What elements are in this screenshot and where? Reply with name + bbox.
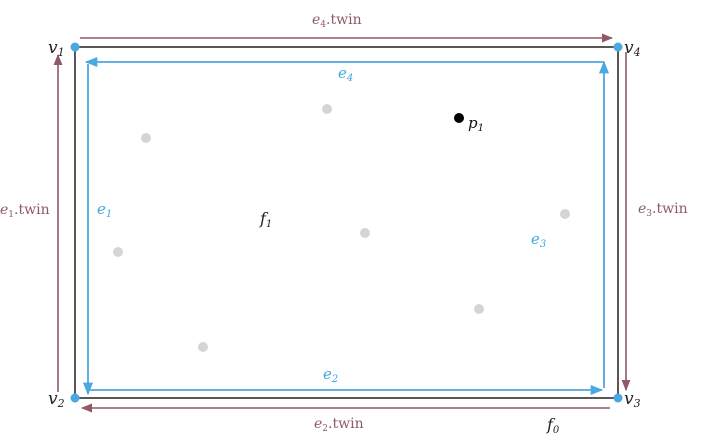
- half-edge-label-e1: e1: [97, 200, 112, 220]
- twin-edge-label-e2: e2.twin: [314, 416, 364, 434]
- vertex-v2: [70, 393, 80, 403]
- site-point: [322, 104, 332, 114]
- site-point: [113, 247, 123, 257]
- query-point-label: p1: [468, 114, 484, 134]
- vertex-label-v1: v1: [48, 38, 65, 59]
- half-edge-label-e4: e4: [338, 64, 353, 84]
- site-point: [141, 133, 151, 143]
- vertex-label-v3: v3: [624, 389, 641, 410]
- vertex-label-v4: v4: [624, 38, 641, 59]
- face-label-f0: f0: [546, 415, 560, 436]
- face-label-f1: f1: [259, 209, 272, 230]
- face-boundary: [74, 46, 619, 399]
- site-point: [560, 209, 570, 219]
- vertex-v4: [613, 42, 623, 52]
- site-point: [360, 228, 370, 238]
- site-point: [198, 342, 208, 352]
- query-point: [454, 113, 464, 123]
- site-point: [474, 304, 484, 314]
- twin-edge-label-e3: e3.twin: [638, 201, 688, 219]
- vertex-v1: [70, 42, 80, 52]
- half-edge-label-e2: e2: [323, 365, 338, 385]
- vertex-label-v2: v2: [48, 389, 65, 410]
- twin-edge-label-e4: e4.twin: [312, 12, 362, 30]
- vertex-v3: [613, 393, 623, 403]
- half-edge-label-e3: e3: [531, 230, 546, 250]
- twin-edge-label-e1: e1.twin: [0, 202, 50, 220]
